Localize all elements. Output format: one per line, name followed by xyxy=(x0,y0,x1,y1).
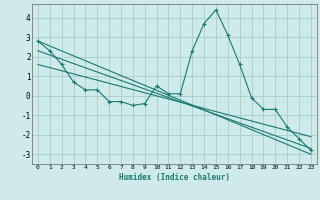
X-axis label: Humidex (Indice chaleur): Humidex (Indice chaleur) xyxy=(119,173,230,182)
